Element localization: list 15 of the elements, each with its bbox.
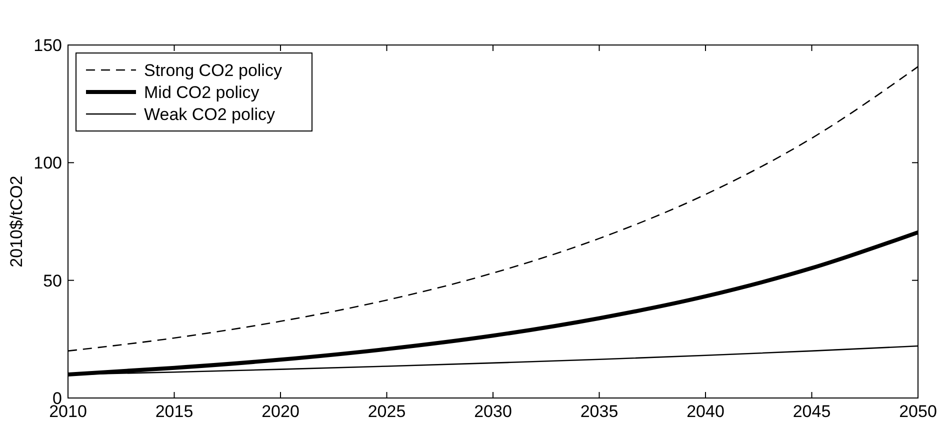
y-axis-title: 2010$/tCO2 <box>7 176 26 268</box>
x-tick-label: 2015 <box>155 402 194 421</box>
x-tick-label: 2050 <box>899 402 937 421</box>
x-tick-label: 2035 <box>580 402 618 421</box>
x-tick-label: 2040 <box>686 402 724 421</box>
x-tick-label: 2025 <box>368 402 406 421</box>
y-tick-label: 150 <box>34 36 62 55</box>
legend-label: Strong CO2 policy <box>144 60 282 80</box>
legend-label: Weak CO2 policy <box>144 104 276 124</box>
y-tick-label: 50 <box>43 271 62 290</box>
x-tick-label: 2020 <box>262 402 300 421</box>
y-tick-label: 100 <box>34 154 62 173</box>
x-tick-label: 2045 <box>792 402 831 421</box>
x-tick-label: 2030 <box>474 402 512 421</box>
legend-label: Mid CO2 policy <box>144 82 260 102</box>
